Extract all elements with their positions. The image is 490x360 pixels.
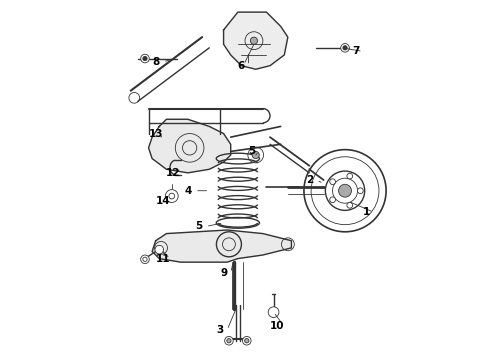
Text: 12: 12 xyxy=(166,168,181,178)
Circle shape xyxy=(243,337,251,345)
Circle shape xyxy=(358,188,363,194)
Circle shape xyxy=(141,54,149,63)
Text: 5: 5 xyxy=(195,221,202,231)
Circle shape xyxy=(245,339,249,343)
Circle shape xyxy=(330,197,336,203)
Circle shape xyxy=(347,173,353,179)
Text: 4: 4 xyxy=(184,186,192,196)
Text: 8: 8 xyxy=(152,57,159,67)
Circle shape xyxy=(347,202,353,208)
Text: 5: 5 xyxy=(248,147,256,157)
Text: 10: 10 xyxy=(270,321,284,332)
Circle shape xyxy=(330,179,336,185)
Polygon shape xyxy=(223,12,288,69)
Circle shape xyxy=(227,339,231,343)
Text: 13: 13 xyxy=(148,129,163,139)
Polygon shape xyxy=(148,119,231,173)
Circle shape xyxy=(339,184,351,197)
Circle shape xyxy=(143,57,147,61)
Circle shape xyxy=(224,337,233,345)
Text: 7: 7 xyxy=(352,46,360,57)
Text: 3: 3 xyxy=(217,325,223,335)
Circle shape xyxy=(141,255,149,264)
Text: 6: 6 xyxy=(238,61,245,71)
Text: 14: 14 xyxy=(155,197,170,206)
Polygon shape xyxy=(152,230,292,262)
Circle shape xyxy=(165,190,178,203)
Circle shape xyxy=(155,246,164,254)
Circle shape xyxy=(343,46,347,50)
Circle shape xyxy=(341,44,349,52)
Text: 9: 9 xyxy=(220,268,227,278)
Text: 11: 11 xyxy=(156,253,170,264)
Circle shape xyxy=(252,152,259,158)
Text: 1: 1 xyxy=(363,207,370,217)
Circle shape xyxy=(250,37,258,44)
Text: 2: 2 xyxy=(306,175,313,185)
Circle shape xyxy=(268,307,279,318)
